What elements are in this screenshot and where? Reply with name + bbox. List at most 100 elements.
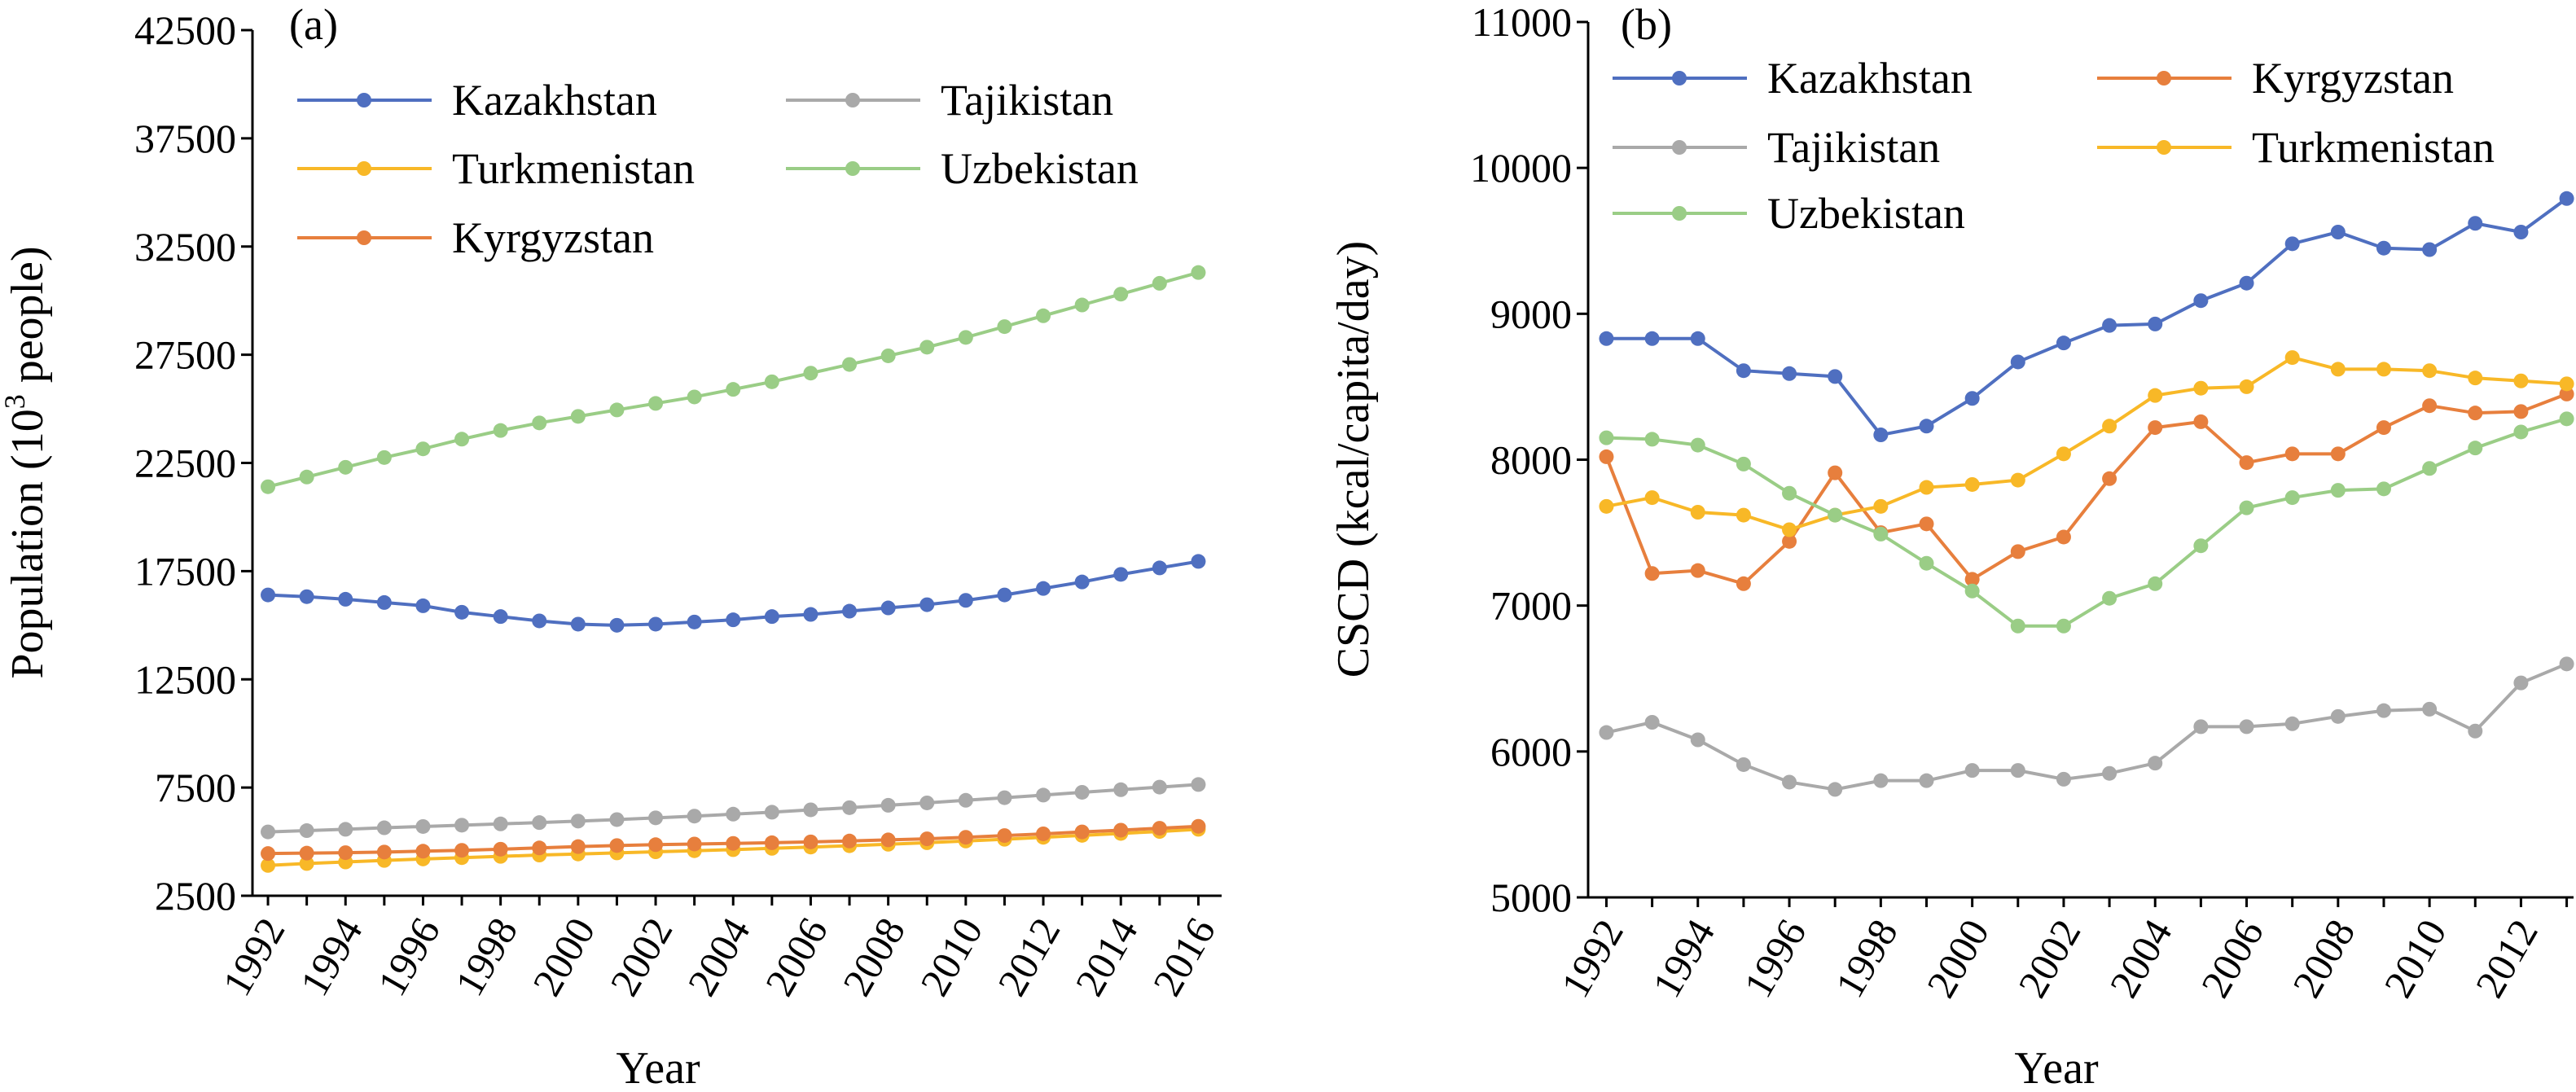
data-point [1644, 331, 1660, 346]
data-point [1074, 824, 1090, 840]
data-point [1690, 505, 1705, 520]
data-point [2148, 756, 2163, 771]
x-tick-label: 2008 [2284, 912, 2363, 1006]
data-point [1599, 498, 1614, 514]
data-point [1964, 572, 1980, 587]
data-point [1736, 757, 1751, 772]
data-point [1191, 265, 1206, 280]
data-point [1152, 821, 1167, 836]
data-point [803, 607, 818, 622]
legend-marker [357, 161, 371, 176]
data-point [1964, 763, 1980, 778]
data-point [1074, 784, 1090, 800]
y-tick-label: 27500 [134, 332, 236, 378]
data-point [1782, 522, 1797, 537]
series-uzbekistan [261, 265, 1206, 494]
data-point [2376, 481, 2391, 497]
x-tick-label: 2002 [2009, 912, 2089, 1006]
data-point [1782, 366, 1797, 381]
data-point [1782, 533, 1797, 549]
data-point [299, 469, 314, 485]
data-point [261, 857, 276, 873]
data-point [648, 396, 664, 411]
data-point [261, 846, 276, 862]
data-point [2330, 225, 2346, 239]
data-point [532, 815, 547, 831]
data-point [1828, 465, 1843, 480]
data-point [1964, 583, 1980, 599]
legend-label: Turkmenistan [2252, 123, 2495, 172]
series-line [1606, 355, 2567, 532]
legend-label: Kazakhstan [452, 76, 657, 125]
legend-marker [845, 93, 860, 107]
data-point [2239, 379, 2254, 394]
data-point [803, 802, 818, 818]
data-point [493, 609, 508, 625]
data-point [2330, 446, 2346, 462]
data-point [1873, 526, 1889, 542]
series-line [1606, 417, 2568, 628]
x-tick-label: 2014 [1066, 910, 1146, 1004]
data-point [1919, 419, 1934, 434]
legend-label: Tajikistan [1767, 123, 1940, 172]
data-point [570, 616, 586, 632]
data-point [299, 823, 314, 839]
data-point [2102, 765, 2117, 781]
data-point [1690, 331, 1705, 346]
data-point [415, 441, 431, 457]
data-point [2376, 362, 2391, 377]
series-line [1606, 662, 2568, 792]
data-point [919, 831, 935, 847]
x-axis-title: Year [616, 1043, 700, 1092]
data-point [376, 844, 392, 860]
data-point [2468, 723, 2483, 739]
data-point [1690, 732, 1705, 748]
data-point [1736, 363, 1751, 379]
x-tick-label: 2006 [756, 910, 836, 1004]
data-point [1036, 308, 1051, 323]
data-point [2468, 216, 2483, 231]
data-point [2193, 719, 2209, 735]
y-tick-label: 7500 [155, 765, 236, 810]
data-point [2559, 386, 2574, 401]
data-point [726, 806, 741, 822]
data-point [570, 814, 586, 829]
data-point [2513, 675, 2529, 691]
data-point [493, 841, 508, 857]
x-tick-label: 2002 [601, 910, 681, 1004]
y-tick-label: 12500 [134, 656, 236, 702]
data-point [726, 612, 741, 628]
data-point [2559, 411, 2574, 427]
data-point [2010, 763, 2025, 778]
data-point [1191, 818, 1206, 834]
data-point [880, 348, 896, 363]
y-tick-label: 5000 [1490, 875, 1572, 920]
data-point [1074, 297, 1090, 313]
data-point [299, 856, 314, 871]
data-point [2513, 373, 2529, 388]
data-point [1964, 391, 1980, 406]
data-point [2056, 771, 2071, 787]
y-tick-label: 2500 [155, 873, 236, 919]
data-point [764, 609, 779, 625]
x-tick-label: 1994 [291, 910, 371, 1004]
data-point [1873, 428, 1889, 443]
data-point [687, 836, 702, 852]
data-point [764, 805, 779, 820]
data-point [2559, 191, 2574, 206]
x-tick-label: 2000 [524, 910, 603, 1004]
data-point [1113, 567, 1129, 582]
data-point [454, 843, 470, 858]
y-tick-label: 17500 [134, 548, 236, 594]
data-point [2468, 406, 2483, 421]
data-point [2102, 471, 2117, 486]
data-point [2376, 240, 2391, 256]
data-point [842, 800, 858, 815]
data-point [880, 797, 896, 813]
data-point [2284, 446, 2300, 462]
data-point [1919, 480, 1934, 495]
data-point [2239, 455, 2254, 471]
data-point [1919, 773, 1934, 788]
legend-marker [1672, 71, 1687, 86]
